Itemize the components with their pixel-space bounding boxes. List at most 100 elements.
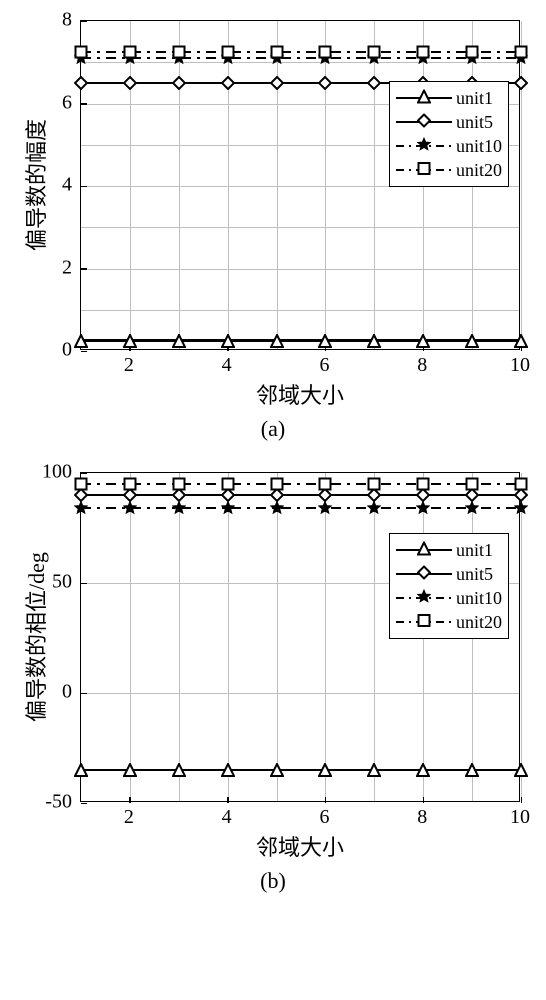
legend-sample	[396, 588, 452, 608]
series-line-unit20	[81, 51, 519, 54]
marker-square	[172, 45, 186, 59]
marker-square	[172, 477, 186, 491]
marker-square	[367, 477, 381, 491]
marker-diamond	[514, 76, 528, 90]
legend-sample	[396, 540, 452, 560]
y-tick-label: 8	[62, 9, 72, 32]
x-tick-label: 8	[417, 806, 427, 829]
marker-triangle	[318, 334, 332, 348]
sub-label-a: (a)	[20, 416, 526, 442]
marker-star	[270, 501, 284, 515]
marker-square	[221, 477, 235, 491]
marker-star	[221, 501, 235, 515]
legend-row: unit1	[396, 538, 502, 562]
marker-diamond	[172, 76, 186, 90]
x-tick-label: 4	[222, 354, 232, 377]
marker-diamond	[123, 76, 137, 90]
marker-diamond	[221, 76, 235, 90]
marker-triangle	[318, 763, 332, 777]
grid-line	[521, 21, 522, 349]
marker-star	[123, 501, 137, 515]
x-axis-label-a: 邻域大小	[80, 378, 520, 410]
marker-square	[318, 477, 332, 491]
y-tick-mark	[81, 803, 87, 805]
x-tick-label: 6	[319, 354, 329, 377]
y-axis-label-b: 偏导数的相位/deg	[19, 552, 51, 722]
y-tick-mark	[81, 21, 87, 23]
marker-star	[367, 501, 381, 515]
grid-line	[277, 473, 278, 801]
marker-star	[172, 501, 186, 515]
marker-star	[74, 501, 88, 515]
legend-row: unit10	[396, 586, 502, 610]
grid-line	[81, 310, 519, 311]
y-tick-mark	[81, 351, 87, 353]
x-tick-label: 6	[319, 806, 329, 829]
x-tick-mark	[423, 797, 425, 803]
legend-row: unit10	[396, 134, 502, 158]
marker-square	[123, 45, 137, 59]
grid-line	[374, 473, 375, 801]
marker-triangle	[172, 763, 186, 777]
series-line-unit20	[81, 483, 519, 486]
marker-triangle	[74, 334, 88, 348]
legend: unit1unit5 unit10unit20	[389, 533, 509, 639]
y-tick-label: 2	[62, 256, 72, 279]
legend: unit1unit5unit10 unit20	[389, 81, 509, 187]
x-tick-label: 8	[417, 354, 427, 377]
marker-star	[514, 501, 528, 515]
marker-star	[318, 501, 332, 515]
x-tick-label: 2	[124, 806, 134, 829]
marker-square	[270, 477, 284, 491]
legend-row: unit5	[396, 110, 502, 134]
y-tick-label: 0	[62, 681, 72, 704]
marker-diamond	[367, 76, 381, 90]
figure-a: 偏导数的幅度 unit1unit5unit10 unit20 邻域大小 (a) 2…	[20, 20, 526, 442]
grid-line	[325, 473, 326, 801]
legend-label: unit20	[456, 160, 502, 181]
legend-row: unit5	[396, 562, 502, 586]
legend-label: unit10	[456, 136, 502, 157]
grid-line	[81, 693, 519, 694]
marker-triangle	[123, 763, 137, 777]
marker-triangle	[465, 334, 479, 348]
legend-row: unit20	[396, 158, 502, 182]
marker-triangle	[514, 334, 528, 348]
marker-square	[416, 45, 430, 59]
marker-triangle	[367, 334, 381, 348]
y-tick-mark	[81, 103, 87, 105]
marker-triangle	[74, 763, 88, 777]
marker-square	[514, 477, 528, 491]
series-line-unit5	[81, 494, 519, 497]
series-line-unit1	[81, 769, 519, 772]
marker-square	[514, 45, 528, 59]
legend-row: unit1	[396, 86, 502, 110]
x-tick-mark	[325, 797, 327, 803]
marker-star	[416, 501, 430, 515]
y-tick-mark	[81, 693, 87, 695]
y-tick-label: 0	[62, 339, 72, 362]
grid-line	[325, 21, 326, 349]
marker-triangle	[367, 763, 381, 777]
y-tick-label: 50	[52, 571, 72, 594]
x-tick-label: 10	[510, 354, 530, 377]
legend-label: unit10	[456, 588, 502, 609]
grid-line	[179, 473, 180, 801]
marker-square	[416, 477, 430, 491]
x-tick-mark	[227, 797, 229, 803]
x-tick-label: 4	[222, 806, 232, 829]
y-tick-mark	[81, 583, 87, 585]
marker-square	[123, 477, 137, 491]
marker-triangle	[514, 763, 528, 777]
legend-sample	[396, 612, 452, 632]
grid-line	[228, 21, 229, 349]
marker-diamond	[318, 76, 332, 90]
marker-square	[221, 45, 235, 59]
series-line-unit10	[81, 507, 519, 510]
legend-label: unit5	[456, 564, 493, 585]
y-axis-label-a: 偏导数的幅度	[19, 119, 51, 251]
marker-triangle	[221, 763, 235, 777]
marker-diamond	[270, 76, 284, 90]
legend-row: unit20	[396, 610, 502, 634]
grid-line	[81, 62, 519, 63]
